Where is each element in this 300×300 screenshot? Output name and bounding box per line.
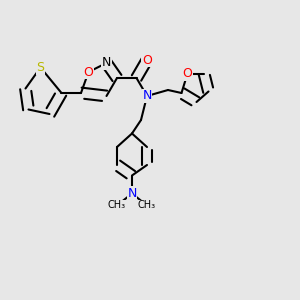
Text: O: O [84, 65, 93, 79]
Text: N: N [102, 56, 111, 70]
Text: CH₃: CH₃ [108, 200, 126, 211]
Text: O: O [142, 53, 152, 67]
Text: S: S [37, 61, 44, 74]
Text: N: N [142, 89, 152, 103]
Text: CH₃: CH₃ [138, 200, 156, 211]
Text: O: O [183, 67, 192, 80]
Text: N: N [127, 187, 137, 200]
